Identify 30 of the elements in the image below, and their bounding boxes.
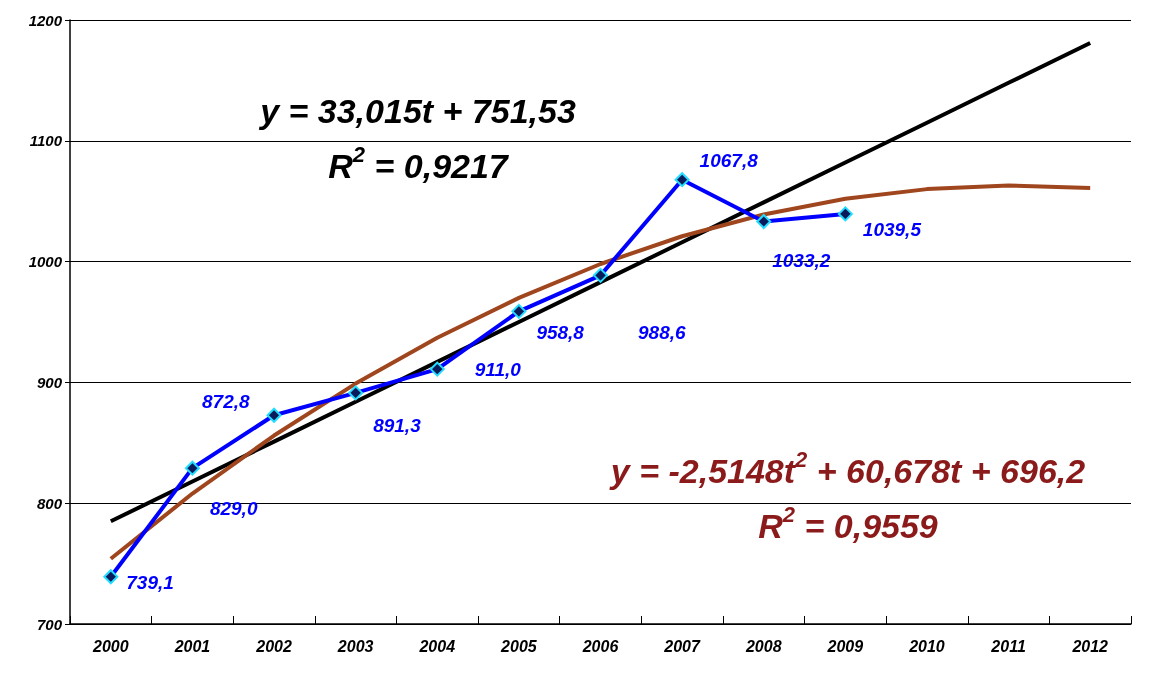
y-tick-label: 1000	[28, 253, 63, 271]
x-tick-label: 2010	[908, 637, 945, 655]
data-label: 1039,5	[862, 219, 922, 241]
line-series	[108, 183, 1093, 561]
x-tick-label: 2000	[92, 637, 129, 655]
x-tick-label: 2004	[418, 637, 456, 655]
x-tick-label: 2008	[744, 637, 782, 655]
x-tick-label: 2011	[990, 637, 1026, 655]
x-tick-label: 2003	[336, 637, 374, 655]
y-tick-label: 800	[36, 494, 63, 512]
data-label: 739,1	[126, 572, 174, 594]
data-label: 872,8	[201, 390, 250, 412]
x-tick-label: 2012	[1071, 637, 1109, 655]
data-label: 911,0	[474, 358, 522, 380]
x-tick-label: 2002	[255, 637, 292, 655]
x-tick-label: 2005	[500, 637, 538, 655]
data-label: 891,3	[373, 415, 422, 437]
y-tick-label: 900	[36, 373, 63, 391]
y-tick-label: 1200	[28, 11, 63, 29]
annotation: y = 33,015t + 751,53	[258, 92, 576, 130]
y-tick-label: 700	[36, 615, 63, 633]
x-tick-label: 2009	[826, 637, 864, 655]
x-tick-label: 2001	[173, 637, 211, 655]
data-label: 988,6	[638, 321, 686, 343]
x-tick-label: 2007	[663, 637, 702, 655]
data-label: 958,8	[536, 321, 585, 343]
x-tick-label: 2006	[581, 637, 619, 655]
data-label: 829,0	[209, 497, 258, 519]
y-tick-label: 1100	[29, 132, 63, 150]
data-label: 1067,8	[699, 150, 759, 172]
